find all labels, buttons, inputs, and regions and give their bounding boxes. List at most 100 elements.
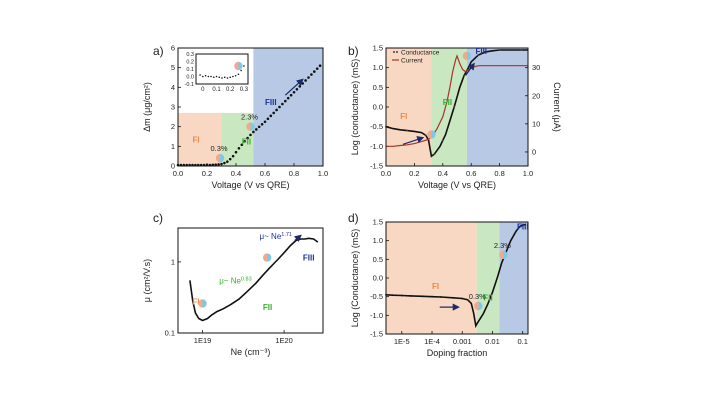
x-tick-label: 0.6 (466, 169, 476, 178)
x-tick-label: 0.01 (485, 337, 500, 346)
inset-data-point (210, 75, 212, 78)
data-point (318, 64, 322, 67)
data-point (237, 147, 241, 150)
x-tick-label: 1E-4 (424, 337, 440, 346)
y-tick-label: -1.5 (370, 162, 383, 171)
panel-a: a) 0.0 0.2 0.4 0.6 0.8 1.0 0 1 2 3 4 5 6 Voltage (V vs… (142, 44, 328, 191)
data-point (223, 161, 226, 165)
data-point (453, 106, 456, 108)
x-tick-label: 0.8 (494, 169, 504, 178)
data-point (498, 49, 501, 51)
data-point (286, 96, 290, 100)
inset-data-point (229, 76, 232, 79)
inset-data-point (223, 76, 226, 79)
data-point (228, 157, 232, 161)
scaling-annotation: μ~ Ne0.83 (219, 276, 251, 285)
region-FIII (499, 222, 528, 334)
arrow (294, 234, 302, 242)
data-point (313, 70, 316, 73)
data-point (272, 111, 276, 115)
inset-data-point (218, 76, 221, 79)
y-tick-label: 1.5 (373, 44, 383, 53)
data-point (298, 85, 302, 88)
data-point (281, 102, 284, 106)
x-tick-label: 1.0 (318, 169, 328, 178)
y-tick-label: 0.0 (373, 274, 383, 283)
series-line-conductance (385, 49, 528, 158)
marker-label: 2.3% (494, 241, 511, 250)
region-label-FIII: FIII (517, 222, 529, 231)
plot-frame (177, 227, 324, 334)
data-point (257, 125, 261, 129)
x-axis-label: Ne (cm⁻³) (231, 347, 271, 357)
inset-y-tick-label: -0.1 (185, 82, 194, 88)
legend-swatch-conductance (393, 51, 395, 53)
data-point (240, 143, 244, 147)
doping-marker (474, 301, 483, 311)
inset-data-point (226, 77, 229, 79)
data-point (289, 93, 293, 97)
inset-data-point (234, 74, 237, 77)
doping-marker (198, 299, 207, 308)
y-tick-label: 0.5 (373, 255, 383, 264)
region-FI (386, 48, 432, 166)
inset-x-tick-label: 0.2 (226, 87, 235, 93)
arrow (402, 136, 425, 145)
inset-data-point (207, 75, 210, 78)
y-axis-label: Log (conductance) (mS) (350, 59, 360, 156)
series-line-current (386, 54, 528, 147)
data-point (234, 150, 238, 154)
y-tick-label: -1.0 (370, 311, 383, 320)
region-label-FIII: FIII (475, 47, 487, 56)
doping-marker (499, 250, 508, 260)
panel-label: c) (153, 211, 163, 225)
region-label-FIII: FIII (265, 98, 277, 107)
y2-tick-label: 30 (532, 63, 540, 72)
y-tick-label: 1.0 (373, 63, 383, 72)
region-label-FI: FI (432, 282, 439, 291)
series-line (385, 223, 527, 329)
data-point (246, 136, 249, 140)
region-FII (221, 112, 254, 166)
inset-data-point (221, 77, 223, 79)
y-tick-label: 5 (171, 63, 175, 72)
x-tick-label: 0.2 (409, 169, 419, 178)
y-tick-label: 0.5 (373, 83, 383, 92)
data-point (520, 49, 522, 51)
marker-label: 0.3% (469, 292, 486, 301)
region-label-FII: FII (263, 303, 272, 312)
data-point (409, 295, 412, 297)
y2-axis-label: Current (μA) (552, 82, 562, 132)
doping-marker (262, 253, 272, 262)
x-tick-label: 0.4 (438, 169, 448, 178)
doping-marker (246, 122, 255, 131)
x-tick-label: 1E20 (275, 336, 293, 345)
y-tick-label: -1.5 (370, 330, 383, 339)
data-point (433, 153, 436, 156)
data-point (260, 123, 264, 126)
y-tick-label: 1 (171, 142, 175, 151)
data-point (441, 139, 444, 142)
data-point (477, 54, 480, 56)
data-point (461, 297, 464, 300)
region-FI (178, 112, 222, 166)
panel-d: d) 1E-5 1E-4 0.001 0.01 0.1 -1.5 -1.0 -0.5 0.0 0.5… (348, 211, 529, 358)
data-point (243, 140, 246, 143)
x-tick-label: 0.1 (517, 337, 527, 346)
data-point (310, 73, 313, 76)
data-point (220, 162, 223, 166)
arrow (284, 78, 304, 96)
panel-c: c) 1E19 1E20 0.1 1 Ne (cm⁻³) μ (cm²/V.s) FI FII F… (142, 211, 324, 357)
region-label-FII: FII (443, 98, 452, 107)
inset-x-tick-label: 0.1 (212, 87, 221, 93)
data-point (278, 105, 281, 109)
data-point (431, 295, 433, 298)
y-tick-label: 0.0 (373, 103, 383, 112)
data-point (231, 154, 235, 158)
data-point (452, 296, 455, 299)
data-point (249, 133, 252, 137)
data-point (391, 294, 394, 297)
marker-label: 2.3% (241, 113, 258, 122)
inset-y-tick-label: 0.2 (186, 60, 194, 66)
